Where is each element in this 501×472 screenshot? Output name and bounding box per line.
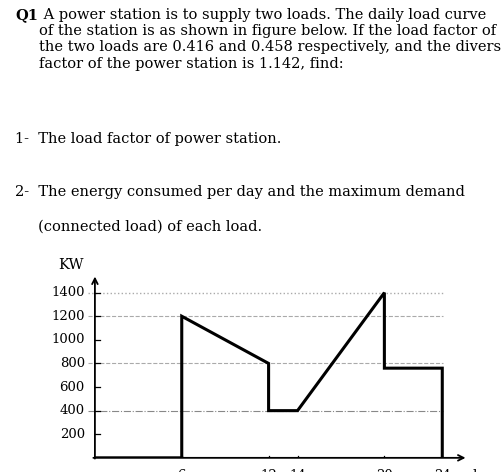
Text: 800: 800 (60, 357, 85, 370)
Text: 2-  The energy consumed per day and the maximum demand: 2- The energy consumed per day and the m… (15, 185, 465, 199)
Text: 1-  The load factor of power station.: 1- The load factor of power station. (15, 132, 282, 146)
Text: 12: 12 (260, 469, 277, 472)
Text: A power station is to supply two loads. The daily load curve
of the station is a: A power station is to supply two loads. … (39, 8, 501, 70)
Text: 6: 6 (177, 469, 186, 472)
Text: 14: 14 (289, 469, 306, 472)
Text: 600: 600 (60, 380, 85, 394)
Text: (connected load) of each load.: (connected load) of each load. (15, 219, 262, 233)
Text: 1000: 1000 (51, 333, 85, 346)
Text: 1400: 1400 (51, 286, 85, 299)
Text: KW: KW (59, 258, 84, 272)
Text: Q1: Q1 (15, 8, 38, 22)
Text: 24: 24 (434, 469, 450, 472)
Text: 400: 400 (60, 404, 85, 417)
Text: 1200: 1200 (51, 310, 85, 323)
Text: hours: hours (472, 469, 501, 472)
Text: 200: 200 (60, 428, 85, 441)
Text: 20: 20 (376, 469, 393, 472)
